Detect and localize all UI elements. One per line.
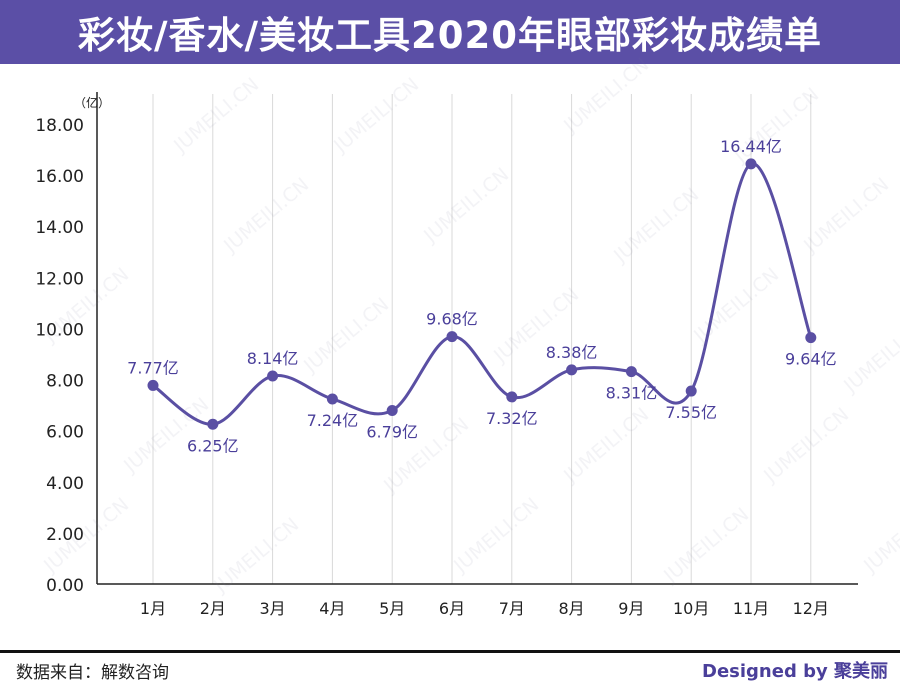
data-point <box>566 364 578 376</box>
data-point <box>446 331 458 343</box>
series-line <box>152 162 813 426</box>
data-point <box>386 404 398 416</box>
designed-by-text: Designed by 聚美丽 <box>702 661 888 682</box>
data-label: 6.79亿 <box>366 422 418 441</box>
data-point <box>745 158 757 170</box>
data-label: 9.64亿 <box>785 350 837 369</box>
y-tick-label: 16.00 <box>35 167 84 187</box>
data-point <box>147 379 159 391</box>
data-point <box>207 418 219 430</box>
data-label: 8.31亿 <box>606 384 658 403</box>
y-unit-label: （亿） <box>74 95 110 110</box>
x-tick-label: 12月 <box>793 599 829 618</box>
data-label: 8.14亿 <box>247 349 299 368</box>
data-point <box>326 393 338 405</box>
y-tick-label: 2.00 <box>46 525 84 545</box>
data-label: 6.25亿 <box>187 436 239 455</box>
x-tick-label: 3月 <box>260 599 286 618</box>
y-tick-label: 8.00 <box>46 372 84 392</box>
data-label: 7.77亿 <box>127 358 179 377</box>
chart-area: （亿） 0.00 2.00 4.00 6.00 8.00 10.00 12.00 14.00 16… <box>0 64 900 648</box>
data-point <box>267 370 279 382</box>
data-point <box>805 332 817 344</box>
x-tick-label: 11月 <box>733 599 769 618</box>
data-label: 7.24亿 <box>307 411 359 430</box>
data-point <box>506 391 518 403</box>
x-tick-label: 2月 <box>200 599 226 618</box>
data-point <box>685 385 697 397</box>
y-tick-label: 0.00 <box>46 576 84 596</box>
footer-divider <box>0 650 900 653</box>
y-tick-label: 6.00 <box>46 423 84 443</box>
y-tick-label: 12.00 <box>35 269 84 289</box>
x-tick-label: 10月 <box>673 599 709 618</box>
data-label: 9.68亿 <box>426 310 478 329</box>
y-tick-label: 10.00 <box>35 320 84 340</box>
x-tick-label: 8月 <box>559 599 585 618</box>
data-point <box>625 366 637 378</box>
x-tick-label: 5月 <box>379 599 405 618</box>
data-source-text: 数据来自：解数咨询 <box>16 663 169 683</box>
x-tick-label: 6月 <box>439 599 465 618</box>
data-label: 7.32亿 <box>486 409 538 428</box>
x-tick-label: 9月 <box>618 599 644 618</box>
line-chart: （亿） 0.00 2.00 4.00 6.00 8.00 10.00 12.00 14.00 16… <box>35 92 858 618</box>
data-label: 7.55亿 <box>665 403 717 422</box>
y-tick-label: 18.00 <box>35 116 84 136</box>
y-tick-label: 14.00 <box>35 218 84 238</box>
data-label: 8.38亿 <box>546 343 598 362</box>
x-tick-label: 7月 <box>499 599 525 618</box>
page-title: 彩妆/香水/美妆工具2020年眼部彩妆成绩单 <box>77 14 822 57</box>
x-tick-label: 4月 <box>319 599 345 618</box>
y-tick-label: 4.00 <box>46 474 84 494</box>
title-bar: 彩妆/香水/美妆工具2020年眼部彩妆成绩单 <box>0 0 900 64</box>
data-label: 16.44亿 <box>720 137 782 156</box>
x-tick-label: 1月 <box>140 599 166 618</box>
